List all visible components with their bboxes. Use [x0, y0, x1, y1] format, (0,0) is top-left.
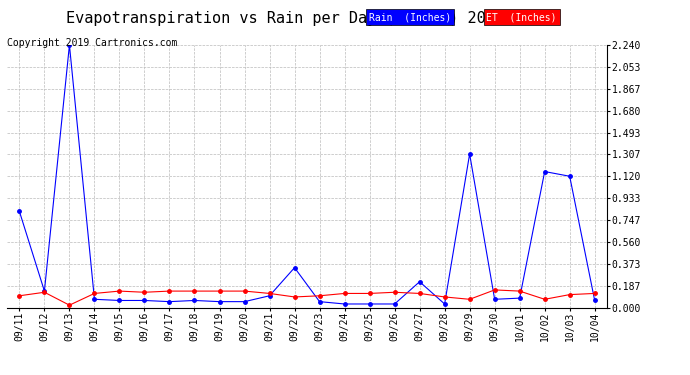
- Text: ET  (Inches): ET (Inches): [486, 12, 557, 22]
- Text: Rain  (Inches): Rain (Inches): [369, 12, 451, 22]
- Text: Evapotranspiration vs Rain per Day (Inches) 20191005: Evapotranspiration vs Rain per Day (Inch…: [66, 11, 541, 26]
- Text: Copyright 2019 Cartronics.com: Copyright 2019 Cartronics.com: [7, 38, 177, 48]
